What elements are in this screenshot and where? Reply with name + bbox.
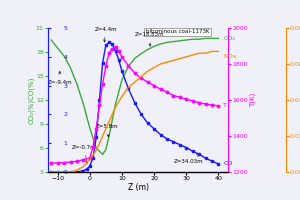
Text: Z=18.83m: Z=18.83m <box>135 32 164 46</box>
Text: CO: CO <box>223 161 232 166</box>
Text: T: T <box>223 103 227 108</box>
X-axis label: Z (m): Z (m) <box>128 183 148 192</box>
Text: Z=-9.4m: Z=-9.4m <box>48 71 73 85</box>
Y-axis label: CO₂(%)CO(%): CO₂(%)CO(%) <box>28 76 34 124</box>
Text: NOx: NOx <box>223 54 237 59</box>
Text: Z=5.8m: Z=5.8m <box>96 124 119 137</box>
Text: bituminous coal-1173K: bituminous coal-1173K <box>146 29 209 34</box>
Text: Z=34.03m: Z=34.03m <box>173 155 203 164</box>
Text: Z=4.4m: Z=4.4m <box>94 27 117 42</box>
Y-axis label: T(K): T(K) <box>249 93 256 107</box>
Text: Z=-0.7m: Z=-0.7m <box>72 145 97 163</box>
Text: CO₂: CO₂ <box>223 36 235 41</box>
